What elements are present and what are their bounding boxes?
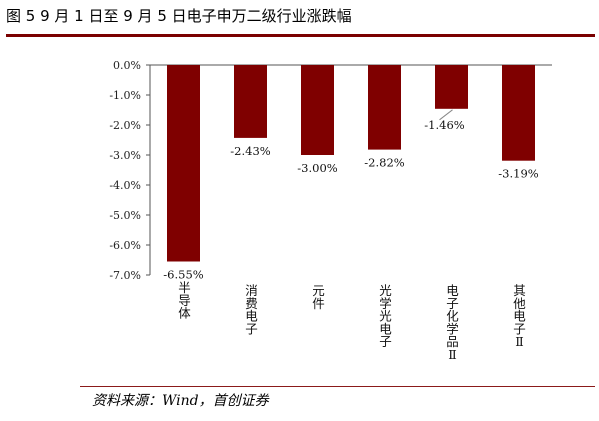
value-leader-line <box>439 109 453 121</box>
figure-title: 图 5 9 月 1 日至 9 月 5 日电子申万二级行业涨跌幅 <box>6 7 352 25</box>
value-label: -6.55% <box>163 268 203 282</box>
title-rule <box>6 34 595 37</box>
y-tick-label: -4.0% <box>109 179 141 192</box>
footer-rule <box>80 386 595 387</box>
source-note: 资料来源：Wind，首创证券 <box>92 393 269 409</box>
value-label: -2.43% <box>230 144 270 158</box>
y-tick-label: -7.0% <box>109 269 141 282</box>
y-tick-label: 0.0% <box>113 59 141 72</box>
value-label: -2.82% <box>364 156 404 170</box>
bar-4 <box>368 65 401 150</box>
category-label: 消费电子 <box>245 283 258 336</box>
bar-1 <box>167 65 200 262</box>
y-tick-label: -2.0% <box>109 119 141 132</box>
y-tick-label: -3.0% <box>109 149 141 162</box>
category-label: 半导体 <box>178 280 191 321</box>
category-label: 其他电子 Ⅱ <box>513 283 526 349</box>
y-tick-label: -1.0% <box>109 89 141 102</box>
category-label: 元件 <box>312 283 325 311</box>
y-tick-label: -5.0% <box>109 209 141 222</box>
y-tick-label: -6.0% <box>109 239 141 252</box>
category-label: 光学光电子 <box>379 283 392 349</box>
value-label: -3.19% <box>498 167 538 181</box>
category-label: 电子化学品 Ⅱ <box>446 283 459 362</box>
bar-3 <box>301 65 334 155</box>
value-label: -3.00% <box>297 161 337 175</box>
value-label: -1.46% <box>424 118 464 132</box>
bar-2 <box>234 65 267 138</box>
bar-6 <box>502 65 535 161</box>
bar-5 <box>435 65 468 109</box>
